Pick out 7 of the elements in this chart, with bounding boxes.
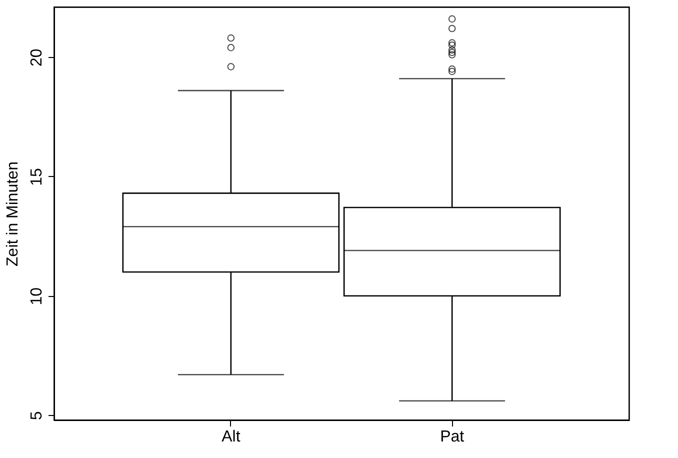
y-tick-label: 5 — [28, 411, 46, 420]
y-tick-label: 10 — [28, 287, 46, 306]
x-tick-label: Pat — [440, 428, 465, 446]
y-tick-label: 20 — [28, 48, 46, 67]
y-axis-title: Zeit in Minuten — [4, 162, 22, 266]
y-tick-label: 15 — [28, 168, 46, 186]
x-tick-label: Alt — [222, 428, 241, 446]
